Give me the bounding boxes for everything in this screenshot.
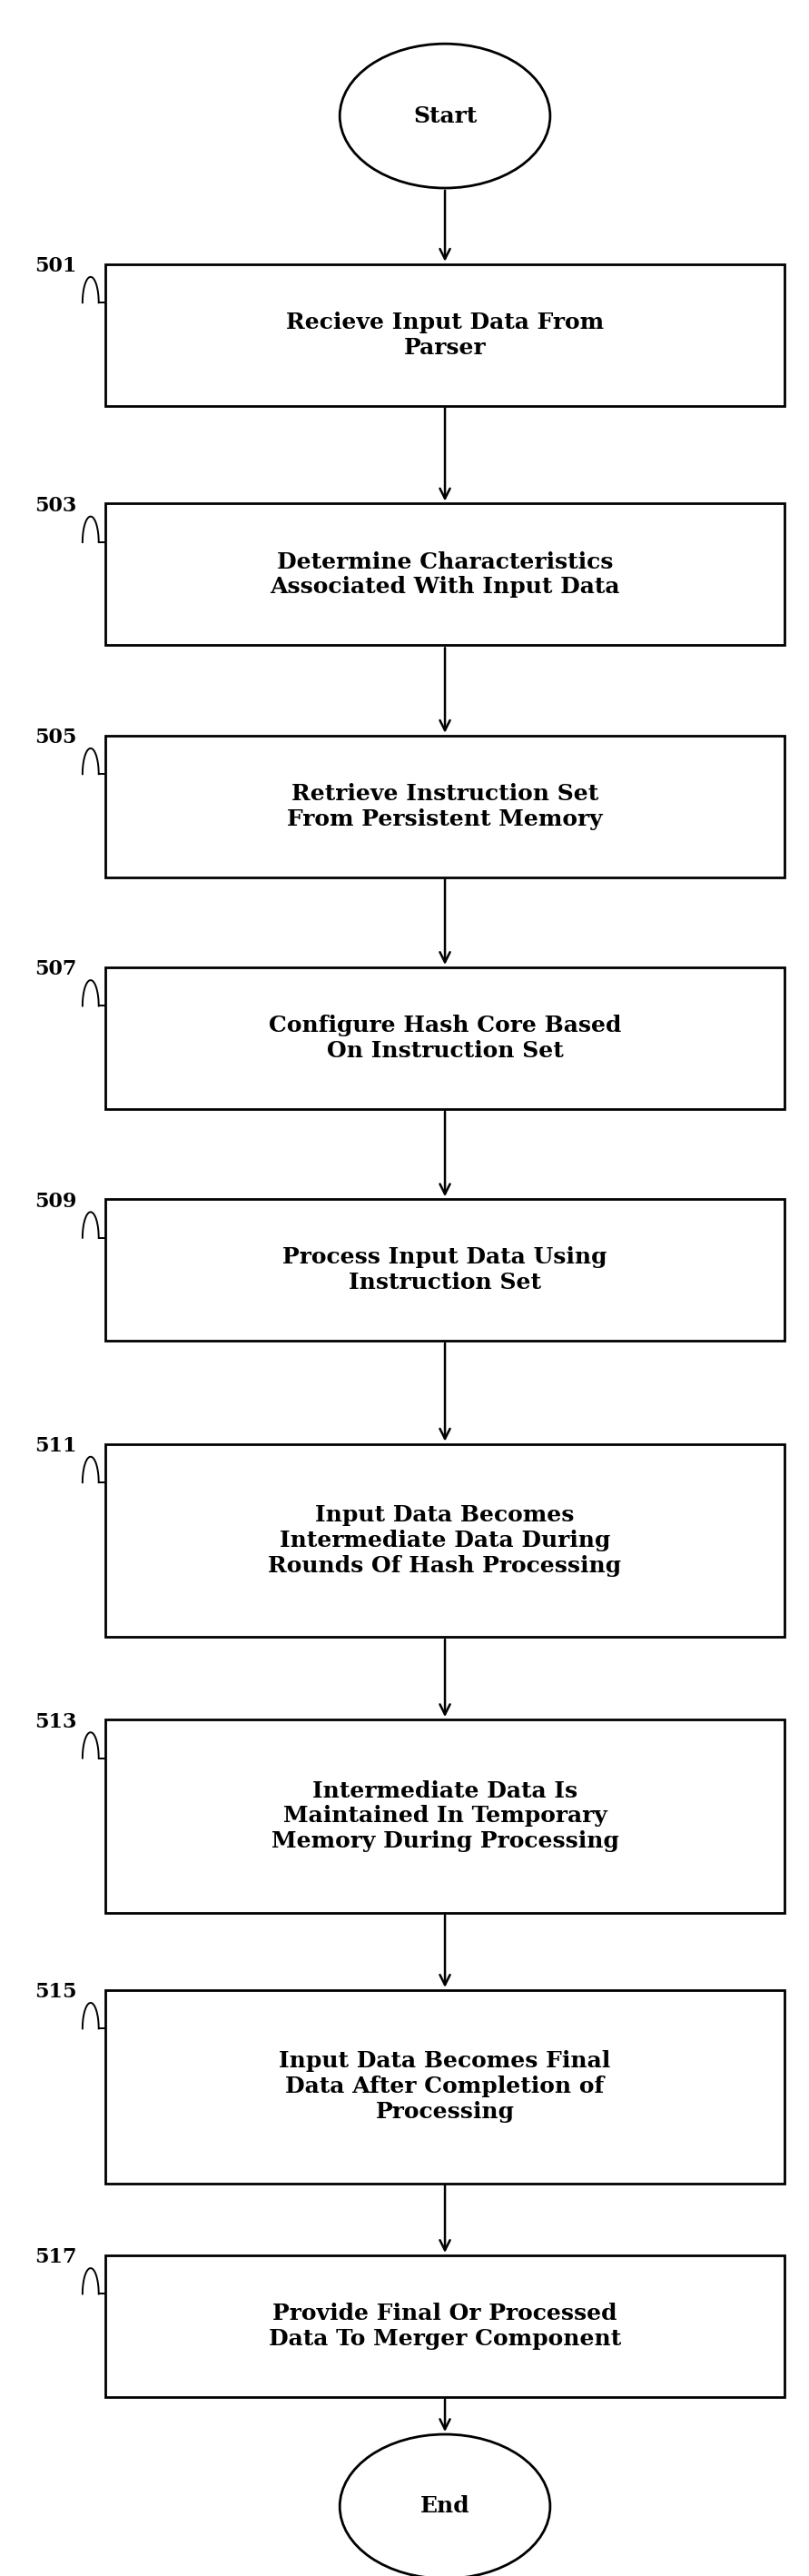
Bar: [105, 265, 785, 407]
Text: Process Input Data Using
Instruction Set: Process Input Data Using Instruction Set: [282, 1247, 608, 1293]
Bar: [105, 2257, 785, 2396]
Text: Determine Characteristics
Associated With Input Data: Determine Characteristics Associated Wit…: [270, 551, 620, 598]
Bar: [105, 734, 785, 876]
Text: 507: 507: [35, 961, 77, 979]
Text: Retrieve Instruction Set
From Persistent Memory: Retrieve Instruction Set From Persistent…: [287, 783, 603, 829]
Text: End: End: [420, 2496, 470, 2517]
Text: Input Data Becomes
Intermediate Data During
Rounds Of Hash Processing: Input Data Becomes Intermediate Data Dur…: [269, 1504, 621, 1577]
Text: 517: 517: [35, 2246, 77, 2267]
Bar: [105, 966, 785, 1108]
Text: 513: 513: [35, 1713, 77, 1731]
Text: Configure Hash Core Based
On Instruction Set: Configure Hash Core Based On Instruction…: [269, 1015, 621, 1061]
Text: Provide Final Or Processed
Data To Merger Component: Provide Final Or Processed Data To Merge…: [269, 2303, 621, 2349]
Text: 501: 501: [35, 258, 77, 276]
Text: 505: 505: [35, 726, 77, 747]
Bar: [105, 1200, 785, 1342]
Text: Intermediate Data Is
Maintained In Temporary
Memory During Processing: Intermediate Data Is Maintained In Tempo…: [271, 1780, 619, 1852]
Text: 515: 515: [35, 1984, 77, 2002]
Text: Start: Start: [413, 106, 477, 126]
Text: Recieve Input Data From
Parser: Recieve Input Data From Parser: [286, 312, 604, 358]
Bar: [105, 1989, 785, 2184]
Text: Input Data Becomes Final
Data After Completion of
Processing: Input Data Becomes Final Data After Comp…: [279, 2050, 611, 2123]
Bar: [105, 502, 785, 644]
Text: 509: 509: [35, 1190, 77, 1211]
Bar: [105, 1443, 785, 1638]
Bar: [105, 1721, 785, 1911]
Text: 503: 503: [35, 495, 77, 515]
Text: 511: 511: [35, 1437, 77, 1455]
